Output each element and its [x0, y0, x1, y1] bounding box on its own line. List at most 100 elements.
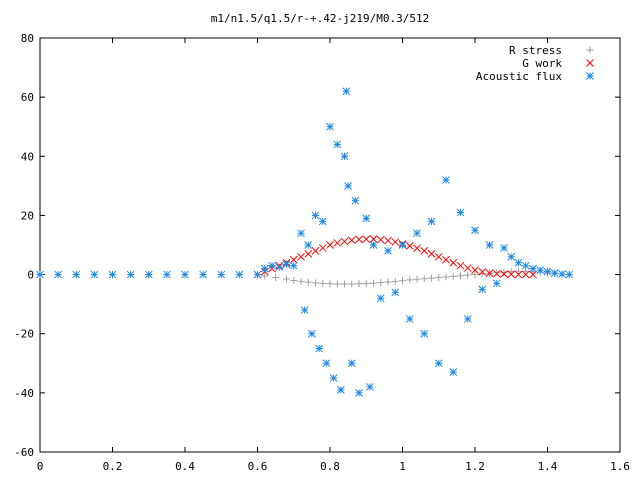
- data-point: [558, 270, 566, 278]
- data-point: [536, 266, 545, 274]
- data-point: [442, 255, 450, 264]
- data-point: [72, 270, 81, 279]
- data-point: [478, 268, 487, 276]
- data-point: [435, 274, 443, 282]
- data-point: [282, 260, 291, 269]
- data-point: [163, 270, 171, 279]
- data-point: [181, 270, 189, 279]
- data-point: [297, 277, 305, 285]
- data-point: [333, 239, 342, 247]
- data-point: [449, 272, 457, 280]
- data-point: [529, 270, 537, 279]
- data-point: [355, 235, 363, 244]
- x-tick-label: 0.4: [175, 460, 195, 473]
- data-point: [471, 266, 479, 274]
- data-point: [347, 359, 356, 368]
- data-point: [337, 386, 345, 394]
- data-point: [315, 344, 323, 353]
- data-point: [304, 278, 312, 286]
- legend-marker: [586, 59, 594, 67]
- x-tick-label: 0.6: [248, 460, 268, 473]
- data-point: [507, 270, 516, 279]
- data-point: [514, 270, 523, 279]
- x-tick-label: 1: [399, 460, 406, 473]
- data-point: [304, 241, 313, 249]
- data-point: [311, 247, 320, 255]
- legend-marker: [586, 46, 594, 54]
- data-point: [515, 267, 522, 275]
- data-point: [529, 264, 537, 273]
- data-point: [507, 252, 516, 261]
- data-marks: [36, 87, 574, 397]
- data-point: [413, 275, 421, 283]
- data-point: [420, 329, 429, 338]
- data-point: [500, 244, 508, 252]
- data-point: [90, 270, 99, 279]
- data-point: [297, 252, 305, 261]
- data-point: [384, 247, 392, 255]
- axes: 0 0.2 0.4 0.6 0.8 1 1.2 1.4 1.6 80 60 40 20 0 -20 -40 -6…: [14, 32, 630, 473]
- data-point: [340, 152, 349, 161]
- data-point: [329, 374, 338, 382]
- x-tick-label: 0.2: [103, 460, 123, 473]
- data-point: [275, 263, 284, 272]
- data-point: [362, 214, 371, 223]
- data-point: [326, 241, 334, 249]
- data-point: [362, 279, 370, 287]
- data-point: [283, 275, 290, 283]
- data-point: [398, 241, 407, 249]
- data-point: [322, 359, 331, 368]
- data-point: [521, 261, 530, 270]
- data-point: [457, 272, 464, 280]
- data-point: [471, 226, 479, 235]
- data-point: [442, 273, 450, 281]
- legend-label: G work: [522, 57, 562, 70]
- data-point: [384, 278, 392, 286]
- data-point: [493, 269, 501, 277]
- data-point: [297, 229, 305, 238]
- data-point: [413, 229, 421, 238]
- data-point: [311, 211, 320, 220]
- data-point: [348, 280, 356, 288]
- data-point: [355, 280, 363, 288]
- data-point: [272, 274, 280, 282]
- data-point: [434, 252, 443, 261]
- x-tick-label: 0.8: [320, 460, 340, 473]
- data-point: [565, 270, 574, 279]
- data-point: [376, 294, 385, 303]
- chart-title: m1/n1.5/q1.5/r-+.42-j219/M0.3/512: [211, 12, 430, 25]
- y-tick-label: -60: [14, 446, 34, 459]
- data-point: [413, 244, 421, 253]
- data-point: [478, 285, 487, 294]
- data-point: [342, 87, 351, 96]
- data-point: [318, 217, 327, 226]
- series-acoustic-flux: [36, 87, 574, 397]
- data-point: [340, 237, 349, 246]
- data-point: [399, 277, 406, 285]
- data-point: [449, 258, 458, 267]
- data-point: [463, 315, 472, 323]
- data-point: [500, 270, 508, 278]
- y-tick-label: 0: [27, 269, 34, 282]
- data-point: [290, 276, 298, 284]
- data-point: [344, 182, 352, 190]
- data-point: [391, 238, 400, 246]
- data-point: [427, 250, 436, 258]
- x-tick-label: 1.4: [538, 460, 558, 473]
- data-point: [377, 279, 385, 287]
- data-point: [351, 196, 360, 205]
- data-point: [289, 261, 298, 270]
- data-point: [333, 140, 342, 149]
- data-point: [514, 258, 523, 267]
- data-point: [449, 368, 458, 377]
- data-point: [318, 244, 327, 252]
- data-point: [341, 280, 348, 288]
- data-point: [326, 122, 334, 131]
- data-point: [347, 236, 356, 245]
- x-tick-label: 1.6: [610, 460, 630, 473]
- data-point: [261, 272, 269, 280]
- data-point: [369, 235, 378, 243]
- data-point: [319, 279, 327, 287]
